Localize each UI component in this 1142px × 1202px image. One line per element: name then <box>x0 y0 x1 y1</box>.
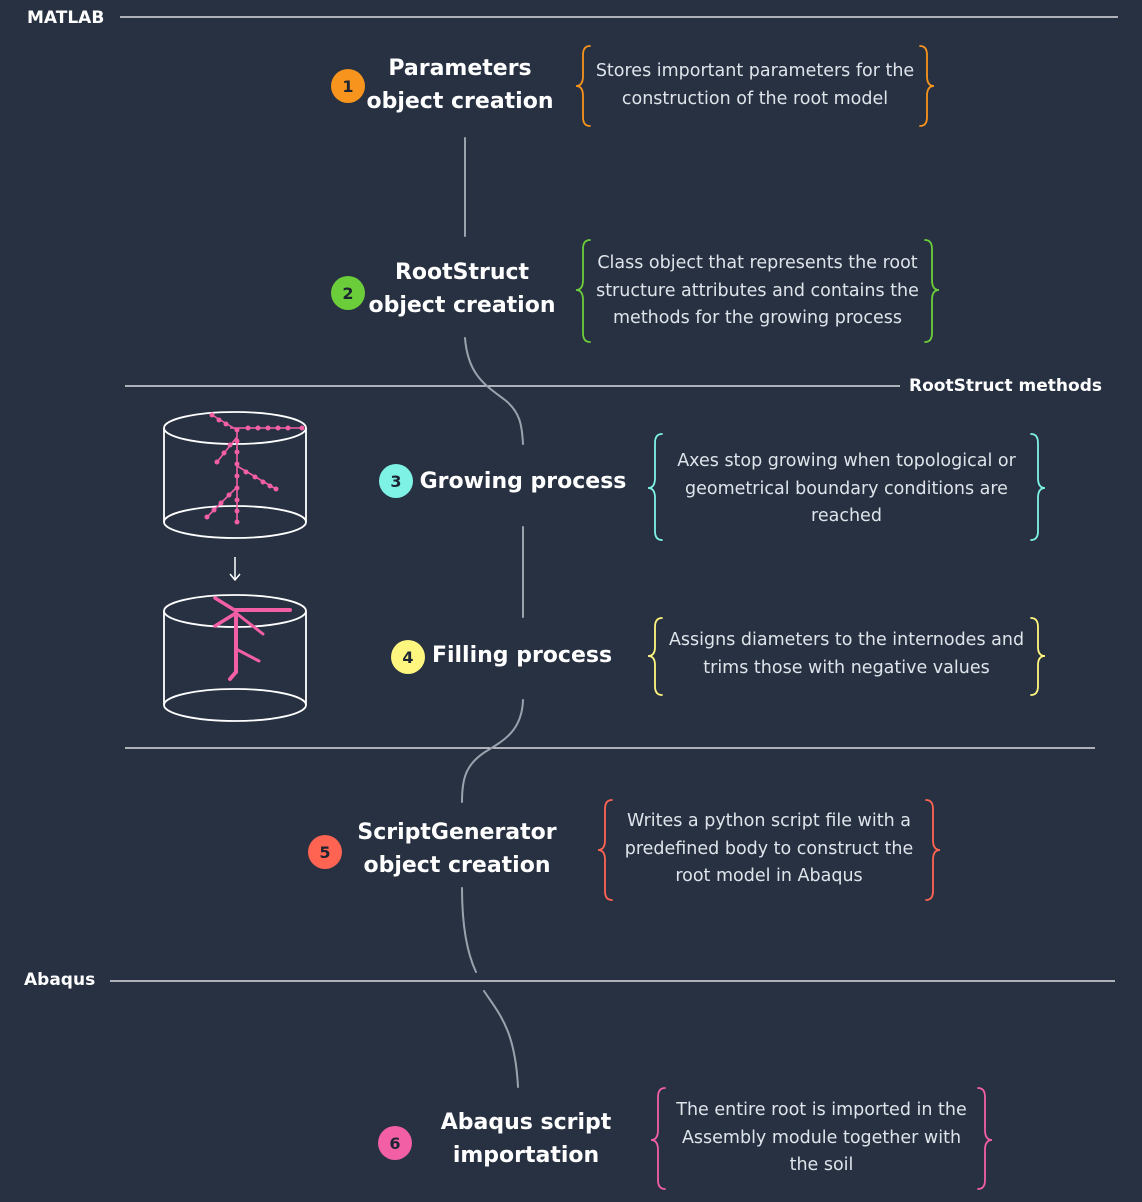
step-2-description: Class object that represents the root st… <box>590 250 925 333</box>
step-4-description: Assigns diameters to the internodes and … <box>662 627 1031 682</box>
abaqus-section-label: Abaqus <box>24 970 96 990</box>
desc-line: Stores important parameters for the <box>595 61 915 81</box>
brace-left-4 <box>647 617 663 696</box>
title-line: importation <box>452 1143 600 1168</box>
desc-line: structure attributes and contains the <box>596 280 919 301</box>
title-line: RootStruct <box>394 260 530 285</box>
desc-line: the soil <box>789 1155 854 1175</box>
brace-right-2 <box>924 239 940 343</box>
down-arrow-icon <box>229 557 241 582</box>
brace-left-3 <box>647 433 663 541</box>
desc-line: The entire root is imported in the <box>676 1100 967 1120</box>
brace-right-1 <box>919 45 935 127</box>
title-line: Abaqus script <box>440 1110 612 1135</box>
cylinder-filled-root-icon <box>163 594 307 722</box>
brace-right-4 <box>1030 617 1046 696</box>
brace-right-5 <box>925 799 941 901</box>
desc-line: Axes stop growing when topological or <box>677 451 1016 471</box>
desc-line: Class object that represents the root <box>597 253 918 273</box>
brace-left-6 <box>650 1087 666 1190</box>
title-line: Parameters <box>388 56 532 81</box>
connector-4-5 <box>461 699 524 803</box>
connector-2-3 <box>464 337 524 445</box>
desc-line: reached <box>811 506 882 526</box>
title-line: object creation <box>363 853 551 878</box>
step-6-description: The entire root is imported in the Assem… <box>665 1097 978 1180</box>
title-line: object creation <box>368 293 556 318</box>
desc-line: construction of the root model <box>621 88 889 109</box>
desc-line: predefined body to construct the <box>624 838 914 859</box>
title-line: Filling process <box>431 643 613 668</box>
step-5-description: Writes a python script file with a prede… <box>612 808 926 891</box>
step-1-description: Stores important parameters for the cons… <box>590 58 920 113</box>
step-3-badge: 3 <box>379 464 413 498</box>
step-3-title: Growing process <box>418 465 628 498</box>
step-5-title: ScriptGenerator object creation <box>352 816 562 882</box>
step-1-badge: 1 <box>331 69 365 103</box>
step-6-badge: 6 <box>378 1126 412 1160</box>
matlab-section-label: MATLAB <box>27 8 105 28</box>
brace-right-3 <box>1030 433 1046 541</box>
step-4-badge: 4 <box>391 640 425 674</box>
step-2-badge: 2 <box>331 276 365 310</box>
rootstruct-methods-label: RootStruct methods <box>909 376 1102 396</box>
desc-line: Assigns diameters to the internodes and <box>668 630 1025 650</box>
step-2-title: RootStruct object creation <box>362 256 562 322</box>
step-3-description: Axes stop growing when topological or ge… <box>662 448 1031 531</box>
step-4-title: Filling process <box>430 639 614 672</box>
step-6-title: Abaqus script importation <box>428 1106 624 1172</box>
desc-line: root model in Abaqus <box>675 866 863 886</box>
desc-line: Assembly module together with <box>681 1127 962 1148</box>
desc-line: Writes a python script file with a <box>627 811 911 831</box>
brace-left-5 <box>597 799 613 901</box>
title-line: ScriptGenerator <box>357 820 557 845</box>
title-line: object creation <box>366 89 554 114</box>
connector-5-6 <box>461 887 519 1088</box>
brace-right-6 <box>977 1087 993 1190</box>
brace-left-1 <box>575 45 591 127</box>
step-1-title: Parameters object creation <box>362 52 558 118</box>
desc-line: methods for the growing process <box>613 308 902 328</box>
desc-line: geometrical boundary conditions are <box>685 478 1008 499</box>
brace-left-2 <box>575 239 591 343</box>
title-line: Growing process <box>419 469 627 494</box>
step-5-badge: 5 <box>308 835 342 869</box>
cylinder-dotted-root-icon <box>163 411 307 539</box>
desc-line: trims those with negative values <box>703 657 990 678</box>
